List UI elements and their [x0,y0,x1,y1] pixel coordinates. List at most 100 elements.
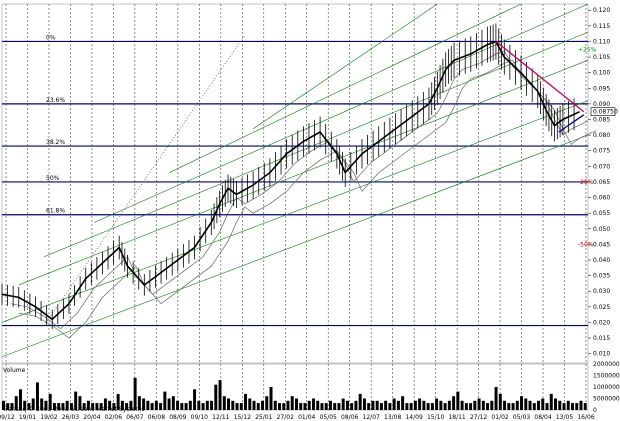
y-tick-label: 0.070 [593,163,610,170]
volume-bar [401,396,405,410]
price-line [1,40,580,321]
y-tick-label: 0.085 [593,117,610,124]
volume-bar [99,403,103,410]
volume-bar [328,400,332,410]
volume-axis-label: 15000000 [593,373,620,380]
volume-axis-label: 5000000 [593,396,620,403]
volume-bar [31,398,35,410]
y-tick-label: 0.030 [593,288,610,295]
volume-bar [362,398,366,410]
volume-bar [515,400,519,410]
price-panel-frame [1,3,589,364]
volume-bar [481,400,485,410]
volume-bar [142,398,146,410]
fib-level-label: 50% [46,175,60,182]
y-tick-label: 0.110 [593,38,610,45]
volume-bar [566,400,570,410]
y-tick-label: 0.035 [593,273,610,280]
volume-bar [252,400,256,410]
volume-bar [435,398,439,410]
x-tick-label: 12/11 [212,414,229,421]
y-tick-label: 0.015 [593,335,610,342]
x-tick-label: 09/10 [191,414,208,421]
volume-bar [511,403,515,410]
volume-bar [273,400,277,410]
x-tick-label: 06/07 [126,414,143,421]
x-tick-label: 08/06 [341,414,358,421]
volume-bar [265,396,269,410]
last-price-box [590,107,616,116]
volume-bar [95,403,99,410]
y-tick-label: 0.050 [593,226,610,233]
copyright-text: Transaq © 2003-2008 Screens Market Syste… [2,406,144,413]
volume-bar [439,400,443,410]
volume-bar [537,400,541,410]
volume-bar [214,384,218,410]
y-tick-label: 0.020 [593,319,610,326]
y-tick-label: 0.100 [593,70,610,77]
volume-bar [163,391,167,410]
volume-bar [167,398,171,410]
volume-bar [125,403,129,410]
volume-bar [2,400,5,410]
volume-bar [269,387,273,410]
volume-bar [498,393,502,410]
pct-label: +25% [578,46,597,53]
y-tick-label: 0.120 [593,7,610,14]
volume-bar [227,398,231,410]
volume-bar [430,403,434,410]
x-tick-label: 25/01 [255,414,272,421]
y-tick-label: 0.090 [593,101,610,108]
volume-bar [218,380,222,410]
volume-bar [91,403,95,410]
volume-bar [18,389,22,410]
volume-bar [188,400,192,410]
x-tick-label: 19/01 [19,414,36,421]
volume-bar [244,393,248,410]
volume-bar [422,400,426,410]
x-tick-label: 12/07 [363,414,380,421]
trend-channel-line [252,3,438,130]
volume-bar [35,382,39,410]
volume-bar [405,403,409,410]
y-tick-label: 0.055 [593,210,610,217]
x-tick-label: 18/11 [448,414,465,421]
volume-bar [443,403,447,410]
volume-bar [69,403,73,410]
volume-bar [48,393,52,410]
volume-bar [464,403,468,410]
volume-bar [354,400,358,410]
volume-bar [350,403,354,410]
volume-bar [367,403,371,410]
dotted-trend-line [43,35,246,326]
volume-bar [541,398,545,410]
volume-bar [256,403,260,410]
pct-label: -25% [578,179,594,186]
volume-bar [103,398,107,410]
volume-bar [146,400,150,410]
volume-bar [23,400,27,410]
x-tick-label: 06/08 [148,414,165,421]
volume-bar [184,403,188,410]
volume-bar [456,391,460,410]
volume-bar [286,400,290,410]
x-tick-label: 08/09 [169,414,186,421]
pct-label: -50% [578,241,594,248]
volume-bar [222,396,226,410]
volume-bar [74,391,78,410]
volume-bar [413,400,417,410]
volume-bar [503,400,507,410]
y-tick-label: 0.025 [593,304,610,311]
y-tick-label: 0.040 [593,257,610,264]
volume-bar [384,400,388,410]
volume-bar [316,400,320,410]
volume-bar [524,398,528,410]
x-tick-label: 09/12 [0,414,15,421]
bottom-axis: 09/12 19/01 19/02 26/03 20/04 02/06 06/07 06/08… [0,414,595,421]
volume-bar [197,400,201,410]
volume-bar [176,400,180,410]
volume-bar [239,403,243,410]
x-tick-label: 15/10 [427,414,444,421]
volume-bar [150,403,154,410]
fib-level-label: 61.8% [46,208,65,215]
